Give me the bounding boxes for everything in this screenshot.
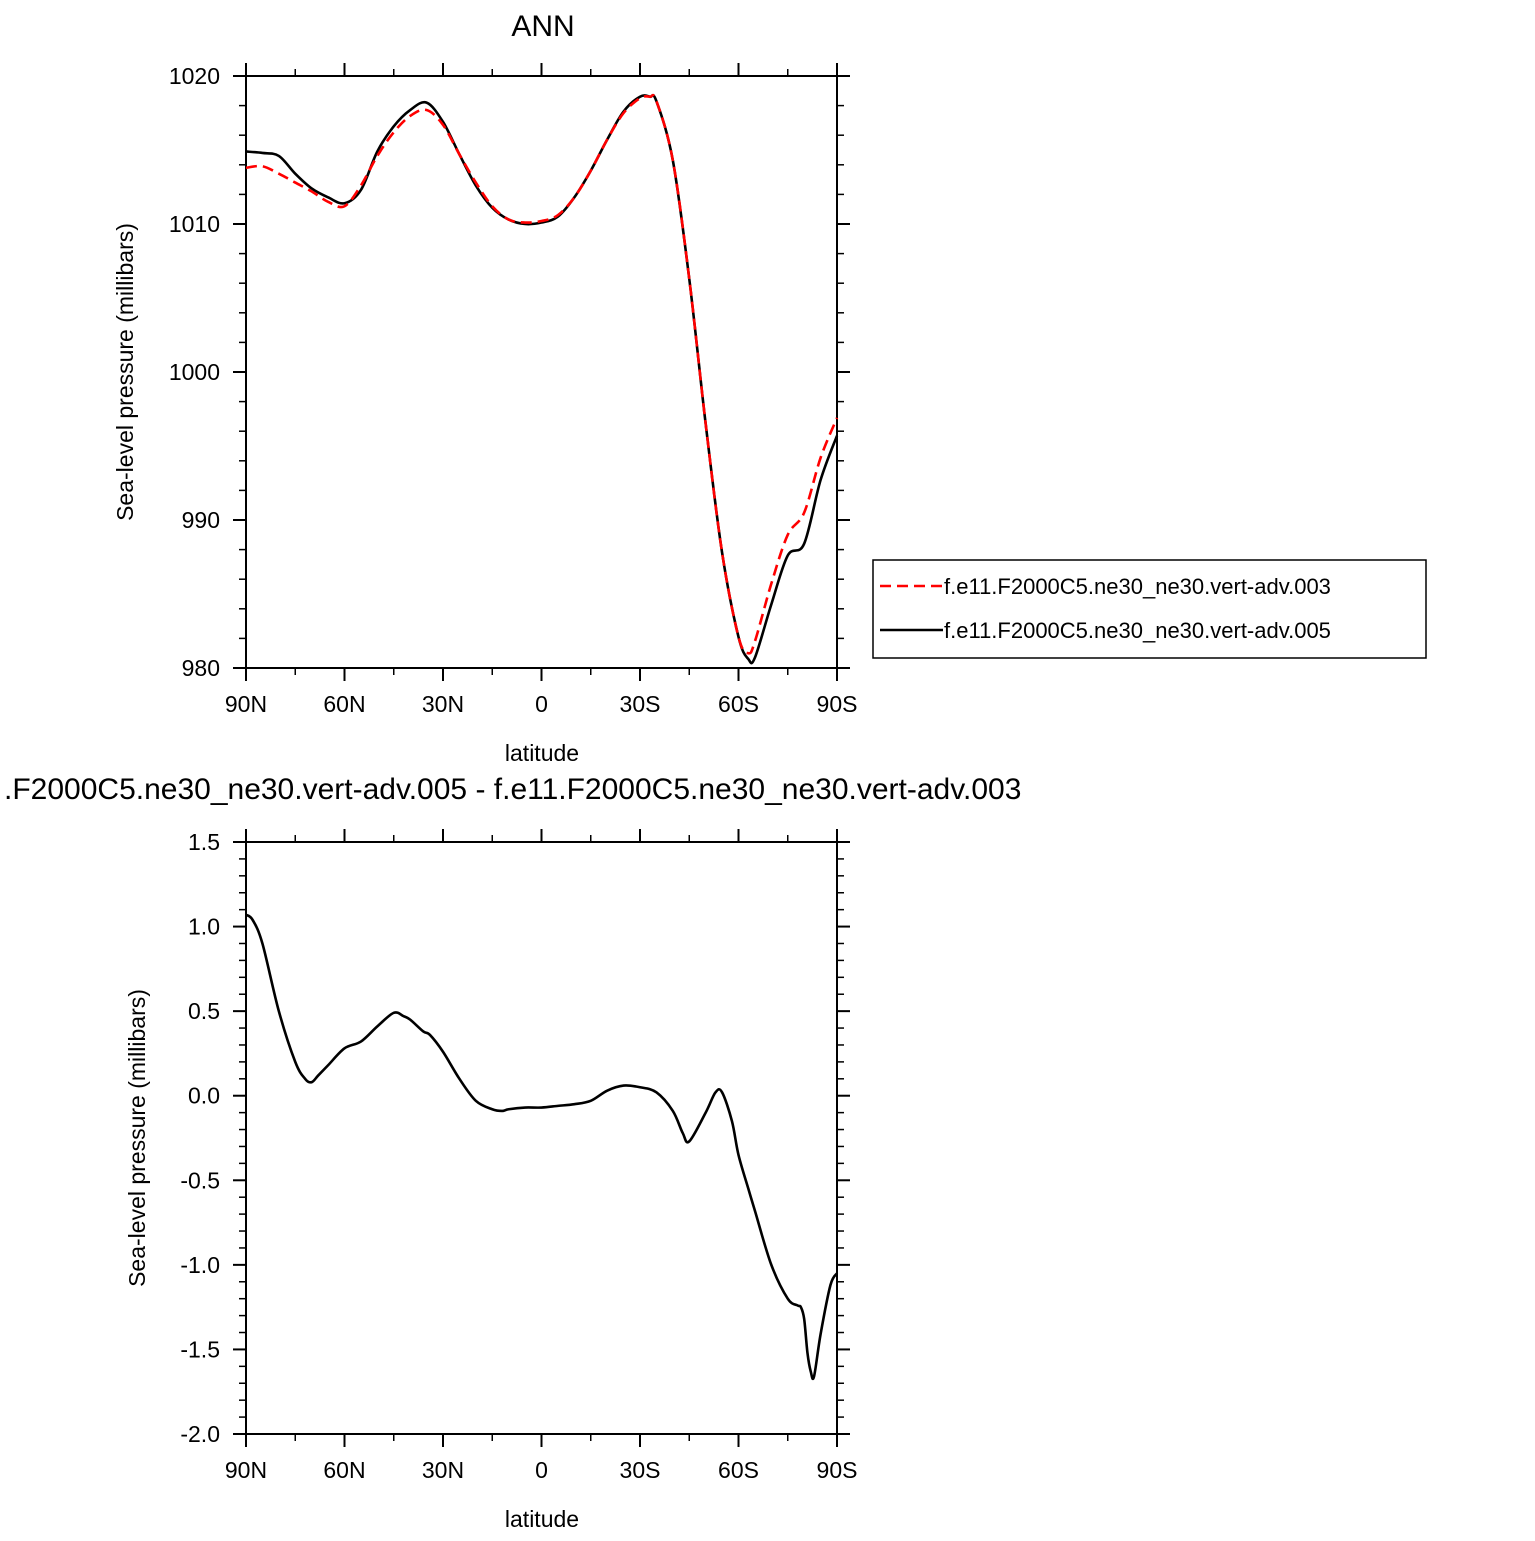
top-series-line-1 [245, 93, 839, 655]
top-plot-title: ANN [511, 10, 574, 43]
bottom-ytick-label: 1.0 [188, 914, 220, 940]
top-ytick-label: 990 [182, 507, 220, 533]
bottom-xlabel: latitude [505, 1506, 579, 1532]
bottom-ytick-label: 0.5 [188, 998, 220, 1024]
bottom-ticks: 90N 60N 30N 0 30S 60S 90S -2.0 -1.5 -1.0 -0.5 0.0 0.… [180, 829, 857, 1483]
top-series-line-2 [245, 93, 839, 665]
top-ticks: 90N 60N 30N 0 30S 60S 90S 980 990 1000 1010 1020 [169, 63, 858, 717]
bottom-plot-title: .F2000C5.ne30_ne30.vert-adv.005 - f.e11.… [4, 773, 1021, 806]
bottom-ylabel: Sea-level pressure (millibars) [124, 989, 150, 1287]
top-xtick-label: 90N [225, 691, 267, 717]
legend-label-series-1: f.e11.F2000C5.ne30_ne30.vert-adv.003 [944, 574, 1331, 599]
top-ytick-label: 1020 [169, 63, 220, 89]
bottom-xtick-label: 30S [620, 1457, 661, 1483]
top-xtick-label: 30S [620, 691, 661, 717]
bottom-xtick-label: 90S [817, 1457, 858, 1483]
bottom-ytick-label: -2.0 [180, 1421, 220, 1447]
bottom-ytick-label: -1.0 [180, 1252, 220, 1278]
bottom-xtick-label: 60S [718, 1457, 759, 1483]
top-plot-panel: ANN 90N 60N 30N 0 30S 60S 90S 980 990 1000 1010 102… [112, 10, 857, 766]
top-xlabel: latitude [505, 740, 579, 766]
top-xtick-label: 30N [422, 691, 464, 717]
bottom-plot-frame [245, 841, 838, 1435]
top-ytick-label: 1000 [169, 359, 220, 385]
bottom-ytick-label: 0.0 [188, 1083, 220, 1109]
top-xtick-label: 90S [817, 691, 858, 717]
top-ylabel: Sea-level pressure (millibars) [112, 223, 138, 521]
bottom-xtick-label: 0 [535, 1457, 548, 1483]
top-xtick-label: 60S [718, 691, 759, 717]
top-data-lines [245, 93, 839, 665]
bottom-xtick-label: 30N [422, 1457, 464, 1483]
bottom-xtick-label: 90N [225, 1457, 267, 1483]
legend: f.e11.F2000C5.ne30_ne30.vert-adv.003 f.e… [872, 559, 1427, 659]
bottom-series-line-1 [245, 913, 839, 1381]
bottom-xtick-label: 60N [323, 1457, 365, 1483]
bottom-ytick-label: 1.5 [188, 829, 220, 855]
top-ytick-label: 1010 [169, 211, 220, 237]
top-ytick-label: 980 [182, 655, 220, 681]
legend-box [872, 559, 1427, 659]
top-xtick-label: 0 [535, 691, 548, 717]
top-xtick-label: 60N [323, 691, 365, 717]
bottom-ytick-label: -1.5 [180, 1336, 220, 1362]
bottom-ytick-label: -0.5 [180, 1167, 220, 1193]
top-plot-frame [245, 75, 838, 669]
legend-label-series-2: f.e11.F2000C5.ne30_ne30.vert-adv.005 [944, 618, 1331, 643]
bottom-plot-panel: .F2000C5.ne30_ne30.vert-adv.005 - f.e11.… [4, 773, 1021, 1532]
bottom-data-lines [245, 913, 839, 1381]
